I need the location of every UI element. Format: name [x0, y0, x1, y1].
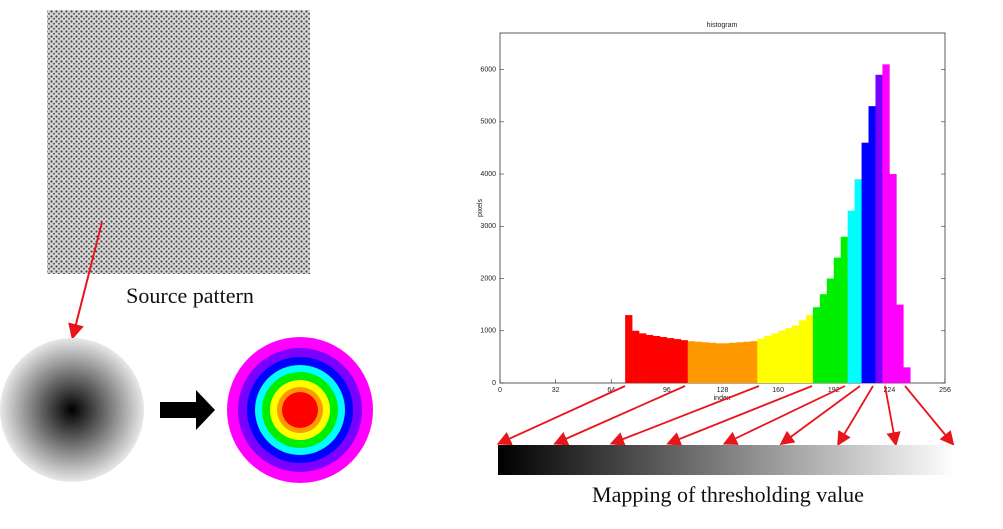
bar: [882, 64, 890, 383]
y-tick-label: 0: [492, 380, 496, 387]
bar: [833, 257, 842, 383]
bar: [792, 325, 800, 383]
arrow: [666, 385, 813, 446]
bar: [889, 174, 897, 383]
x-tick-label: 224: [884, 387, 896, 394]
bar: [847, 210, 855, 383]
arrow: [837, 385, 874, 447]
arrow: [609, 385, 760, 446]
x-tick-label: 96: [663, 387, 671, 394]
bar: [903, 367, 911, 383]
gray-ramp: [498, 445, 955, 475]
bar: [854, 179, 862, 383]
arrow: [904, 385, 955, 446]
bar: [757, 338, 765, 383]
x-axis-label: index: [714, 395, 731, 402]
y-tick-label: 5000: [480, 119, 496, 126]
bar: [750, 341, 758, 383]
arrow: [884, 385, 901, 447]
source-pattern: [47, 10, 310, 274]
bar: [625, 315, 633, 383]
source-caption: Source pattern: [126, 283, 254, 308]
y-tick-label: 6000: [480, 66, 496, 73]
bar: [722, 343, 730, 383]
bar: [819, 294, 828, 383]
bar: [826, 278, 835, 383]
bar: [840, 236, 848, 383]
bar: [659, 337, 668, 383]
y-tick-label: 1000: [480, 328, 496, 335]
chart-title: histogram: [707, 22, 738, 29]
bar: [743, 341, 751, 383]
x-tick-label: 256: [939, 387, 951, 394]
bar: [764, 335, 772, 383]
bar: [639, 333, 647, 383]
bar: [666, 338, 675, 383]
bar: [652, 335, 661, 383]
mapping-caption: Mapping of thresholding value: [592, 482, 864, 507]
bar: [785, 328, 793, 383]
bar: [701, 342, 709, 383]
x-tick-label: 160: [772, 387, 784, 394]
bar: [694, 341, 702, 383]
bar: [875, 74, 883, 383]
bar: [812, 307, 821, 383]
bar: [771, 333, 779, 383]
bar: [680, 340, 689, 383]
x-tick-label: 128: [717, 387, 729, 394]
y-tick-label: 2000: [480, 275, 496, 282]
arrow: [553, 385, 686, 446]
bar: [736, 342, 744, 383]
gradient-disc: [0, 338, 144, 482]
x-tick-label: 32: [552, 387, 560, 394]
bar: [868, 106, 876, 383]
bar: [729, 342, 737, 383]
y-tick-label: 4000: [480, 171, 496, 178]
bar: [673, 339, 682, 383]
bar: [687, 341, 695, 383]
bar: [715, 343, 723, 383]
x-tick-label: 0: [498, 387, 502, 394]
x-tick-label: 64: [607, 387, 615, 394]
bar: [708, 342, 716, 383]
arrow: [779, 385, 861, 446]
mapping-arrows: [496, 385, 955, 447]
bar: [805, 315, 814, 383]
x-tick-label: 192: [828, 387, 840, 394]
bar: [646, 334, 654, 383]
bar: [798, 320, 807, 383]
arrow: [160, 390, 215, 430]
bar: [896, 304, 904, 383]
threshold-rings: [227, 337, 373, 483]
bar: [861, 142, 869, 383]
arrow: [68, 221, 103, 340]
bar: [632, 330, 640, 383]
y-tick-label: 3000: [480, 223, 496, 230]
bar: [778, 330, 786, 383]
arrow: [496, 385, 626, 446]
arrow: [722, 385, 846, 445]
y-axis-label: pixels: [477, 199, 484, 217]
